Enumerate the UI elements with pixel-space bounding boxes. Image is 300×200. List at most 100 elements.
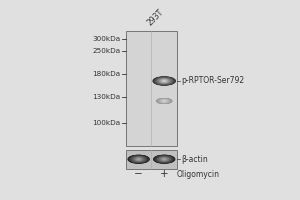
Ellipse shape [161, 158, 167, 160]
Ellipse shape [163, 80, 166, 82]
Ellipse shape [163, 159, 165, 160]
Text: −: − [134, 169, 143, 179]
Ellipse shape [163, 159, 166, 160]
Ellipse shape [133, 157, 144, 161]
Ellipse shape [162, 80, 166, 82]
Ellipse shape [133, 157, 145, 161]
Ellipse shape [154, 77, 175, 85]
Ellipse shape [162, 100, 166, 102]
Bar [126, 31, 177, 146]
Ellipse shape [157, 78, 171, 84]
Ellipse shape [131, 157, 146, 162]
Ellipse shape [131, 156, 146, 162]
Ellipse shape [138, 159, 140, 160]
Ellipse shape [158, 99, 170, 103]
Ellipse shape [155, 78, 173, 84]
Text: 130kDa: 130kDa [93, 94, 121, 100]
Ellipse shape [160, 79, 169, 83]
Ellipse shape [161, 80, 167, 82]
Ellipse shape [156, 78, 172, 84]
Ellipse shape [157, 156, 172, 162]
Ellipse shape [161, 158, 167, 160]
Ellipse shape [130, 156, 147, 162]
Ellipse shape [136, 158, 141, 160]
Ellipse shape [158, 79, 170, 83]
Ellipse shape [134, 158, 143, 161]
Ellipse shape [162, 158, 167, 160]
Ellipse shape [157, 157, 171, 162]
Ellipse shape [155, 156, 173, 163]
Text: 300kDa: 300kDa [93, 36, 121, 42]
Ellipse shape [159, 99, 170, 103]
Ellipse shape [157, 99, 172, 103]
Text: 293T: 293T [145, 7, 165, 27]
Ellipse shape [132, 157, 145, 162]
Ellipse shape [163, 159, 166, 160]
Ellipse shape [160, 158, 169, 161]
Text: 250kDa: 250kDa [93, 48, 121, 54]
Ellipse shape [156, 156, 172, 162]
Ellipse shape [162, 80, 167, 82]
Ellipse shape [160, 80, 168, 82]
Ellipse shape [159, 99, 169, 103]
Text: β-actin: β-actin [182, 155, 208, 164]
Ellipse shape [135, 158, 142, 160]
Ellipse shape [155, 78, 173, 84]
Ellipse shape [162, 100, 166, 102]
Ellipse shape [137, 159, 140, 160]
Ellipse shape [129, 156, 148, 163]
Ellipse shape [162, 158, 166, 160]
Ellipse shape [159, 79, 169, 83]
Ellipse shape [159, 99, 169, 103]
Ellipse shape [156, 156, 172, 162]
Ellipse shape [154, 155, 174, 163]
Ellipse shape [155, 156, 173, 162]
Ellipse shape [159, 79, 169, 83]
Ellipse shape [162, 80, 166, 82]
Ellipse shape [157, 99, 171, 103]
Ellipse shape [137, 159, 140, 160]
Text: 100kDa: 100kDa [93, 120, 121, 126]
Ellipse shape [162, 100, 167, 102]
Ellipse shape [157, 99, 172, 103]
Ellipse shape [134, 157, 143, 161]
Ellipse shape [158, 157, 170, 161]
Ellipse shape [160, 100, 169, 102]
Ellipse shape [129, 156, 148, 163]
Ellipse shape [158, 99, 170, 103]
Ellipse shape [135, 158, 142, 161]
Ellipse shape [158, 157, 170, 162]
Ellipse shape [160, 100, 168, 102]
Ellipse shape [159, 157, 169, 161]
Ellipse shape [158, 79, 171, 83]
Ellipse shape [154, 78, 174, 84]
Ellipse shape [161, 100, 167, 102]
Ellipse shape [128, 155, 149, 163]
Ellipse shape [158, 99, 171, 103]
Ellipse shape [161, 158, 168, 160]
Ellipse shape [161, 100, 168, 102]
Ellipse shape [160, 100, 169, 102]
Ellipse shape [160, 158, 168, 161]
Ellipse shape [136, 158, 142, 160]
Text: Oligomycin: Oligomycin [177, 170, 220, 179]
Text: p-RPTOR-Ser792: p-RPTOR-Ser792 [182, 76, 245, 85]
Ellipse shape [134, 157, 144, 161]
Ellipse shape [154, 77, 174, 85]
Ellipse shape [159, 157, 169, 161]
Ellipse shape [158, 79, 170, 83]
Ellipse shape [159, 100, 169, 102]
Ellipse shape [158, 99, 171, 103]
Ellipse shape [132, 157, 145, 162]
Ellipse shape [157, 157, 172, 162]
Ellipse shape [134, 158, 143, 161]
Ellipse shape [160, 100, 168, 102]
Ellipse shape [136, 158, 141, 160]
Ellipse shape [153, 77, 175, 85]
Ellipse shape [161, 100, 167, 102]
Ellipse shape [161, 100, 167, 102]
Ellipse shape [154, 155, 175, 163]
Ellipse shape [158, 99, 170, 103]
Ellipse shape [154, 156, 174, 163]
Ellipse shape [130, 156, 147, 162]
